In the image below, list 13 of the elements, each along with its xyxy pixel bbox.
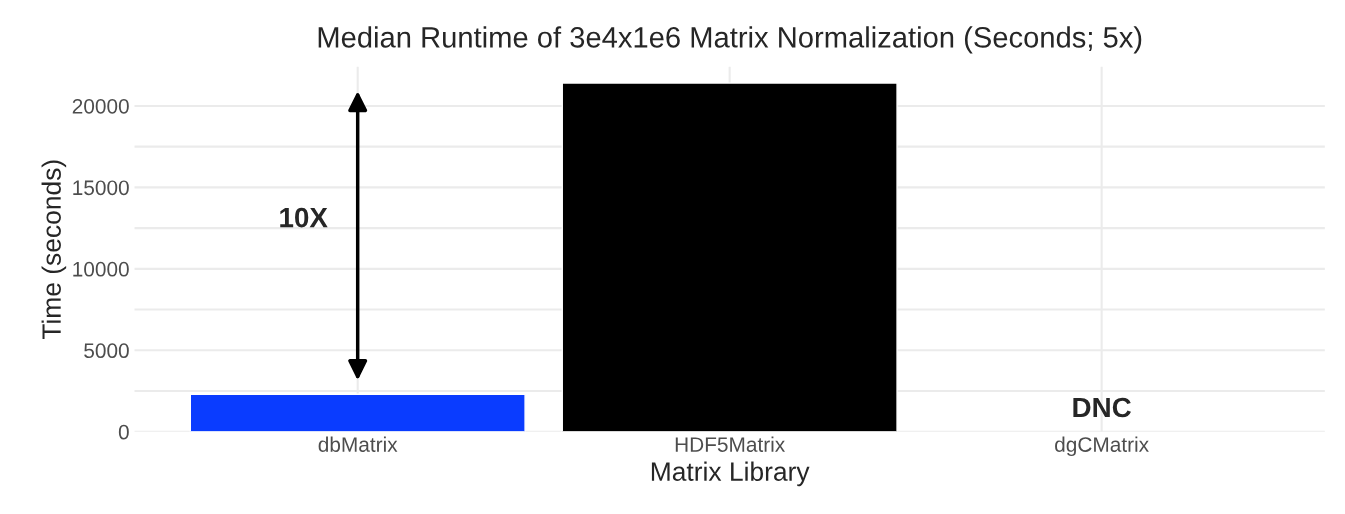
x-tick-label: HDF5Matrix [675, 436, 785, 452]
x-tick-label: dbMatrix [318, 436, 398, 452]
y-tick-label: 0 [118, 424, 129, 440]
y-axis-title: Time (seconds) [41, 160, 67, 340]
x-axis-title: Matrix Library [651, 461, 810, 487]
annotation: 10X [280, 207, 328, 228]
annotation: DNC [1073, 397, 1131, 418]
x-tick-label: dgCMatrix [1055, 436, 1149, 457]
y-tick-label: 5000 [84, 343, 129, 359]
y-tick-label: 10000 [73, 261, 129, 277]
y-tick-label: 20000 [72, 98, 129, 114]
y-tick-label: 15000 [73, 180, 129, 196]
chart-title: Median Runtime of 3e4x1e6 Matrix Normalization (Seconds; 5x) [318, 26, 1142, 54]
